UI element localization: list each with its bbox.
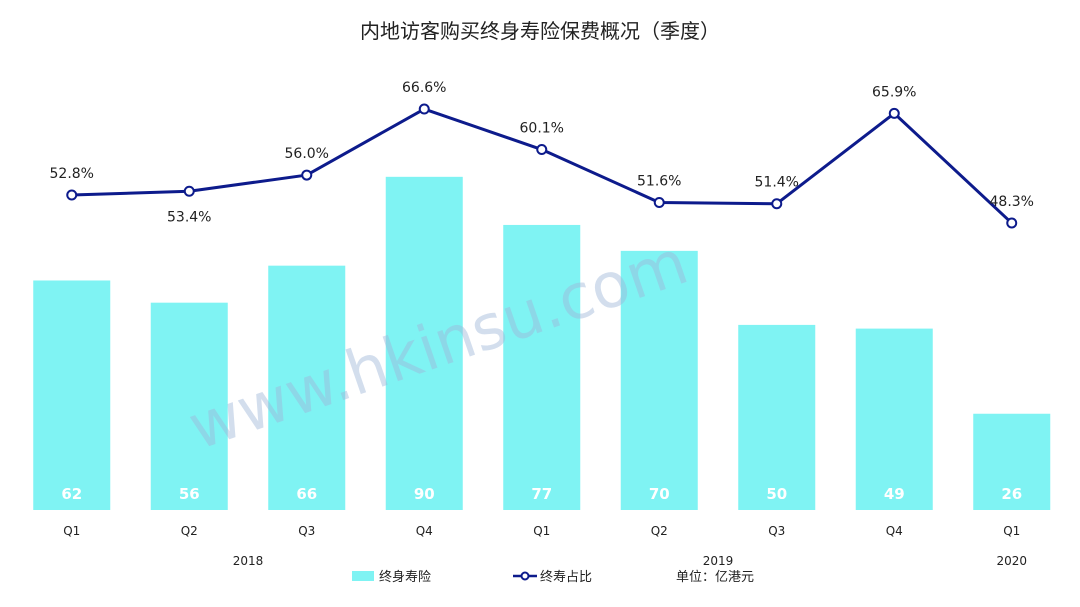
x-tick-label-3: Q4 <box>416 524 433 538</box>
line-point-4 <box>536 144 548 156</box>
bar-8 <box>973 413 1051 510</box>
line-point-5 <box>653 196 665 208</box>
x-tick-label-4: Q1 <box>533 524 550 538</box>
bar-7 <box>855 328 933 510</box>
year-label-0: 2018 <box>233 554 264 568</box>
bar-value-label-4: 77 <box>531 485 552 503</box>
bar-value-label-8: 26 <box>1001 485 1022 503</box>
bar-6 <box>738 324 816 510</box>
x-tick-label-0: Q1 <box>63 524 80 538</box>
bar-value-label-2: 66 <box>296 485 317 503</box>
x-axis-year-labels: 2018 2019 2020 <box>233 554 1027 568</box>
line-value-label-7: 65.9% <box>872 84 916 100</box>
legend-line-label: 终寿占比 <box>540 569 592 585</box>
bar-value-label-7: 49 <box>884 485 905 503</box>
line-point-7 <box>888 107 900 119</box>
line-series <box>66 103 1018 229</box>
chart-title: 内地访客购买终身寿险保费概况（季度） <box>360 19 720 43</box>
bar-value-label-5: 70 <box>649 485 670 503</box>
bar-3 <box>385 176 463 510</box>
bar-value-labels: 62 56 66 90 77 70 50 49 26 <box>61 485 1022 503</box>
line-value-label-3: 66.6% <box>402 80 446 96</box>
bar-4 <box>503 224 581 511</box>
legend-bar-swatch <box>352 571 374 581</box>
line-point-3 <box>418 103 430 115</box>
legend: 终身寿险 终寿占比 单位：亿港元 <box>352 569 754 585</box>
line-point-8 <box>1006 217 1018 229</box>
line-point-0 <box>66 189 78 201</box>
bar-value-label-1: 56 <box>179 485 200 503</box>
line-value-label-4: 60.1% <box>520 121 564 137</box>
bar-2 <box>268 265 346 510</box>
x-tick-label-5: Q2 <box>651 524 668 538</box>
line-value-label-2: 56.0% <box>285 146 329 162</box>
x-axis-ticks: Q1 Q2 Q3 Q4 Q1 Q2 Q3 Q4 Q1 <box>63 524 1020 538</box>
bar-5 <box>620 250 698 511</box>
x-tick-label-7: Q4 <box>886 524 903 538</box>
bar-0 <box>33 280 111 510</box>
line-point-2 <box>301 169 313 181</box>
line-value-label-6: 51.4% <box>755 175 799 191</box>
bar-1 <box>150 302 228 510</box>
line-point-1 <box>183 185 195 197</box>
line-value-labels: 52.8% 53.4% 56.0% 66.6% 60.1% 51.6% 51.4% 65.9%… <box>50 80 1034 225</box>
line-value-label-8: 48.3% <box>990 194 1034 210</box>
bar-value-label-6: 50 <box>766 485 787 503</box>
legend-bar-label: 终身寿险 <box>379 569 431 585</box>
legend-line-marker <box>520 571 530 581</box>
x-tick-label-1: Q2 <box>181 524 198 538</box>
line-value-label-0: 52.8% <box>50 166 94 182</box>
x-tick-label-6: Q3 <box>768 524 785 538</box>
line-point-6 <box>771 198 783 210</box>
line-value-label-5: 51.6% <box>637 173 681 189</box>
bar-value-label-3: 90 <box>414 485 435 503</box>
bar-series <box>33 176 1051 511</box>
unit-note: 单位：亿港元 <box>676 570 754 585</box>
year-label-1: 2019 <box>703 554 734 568</box>
x-tick-label-2: Q3 <box>298 524 315 538</box>
year-label-2: 2020 <box>996 554 1027 568</box>
line-value-label-1: 53.4% <box>167 209 211 225</box>
bar-value-label-0: 62 <box>61 485 82 503</box>
x-tick-label-8: Q1 <box>1003 524 1020 538</box>
